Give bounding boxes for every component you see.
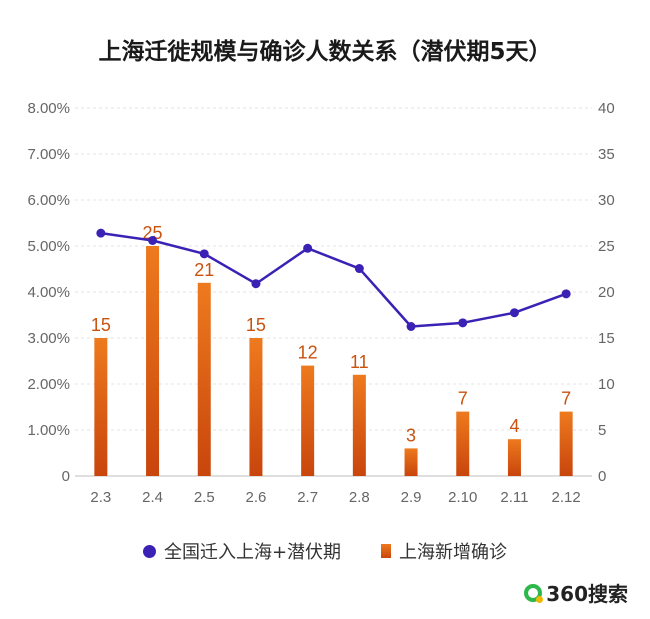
x-tick-label: 2.8	[349, 489, 370, 506]
bar	[301, 365, 315, 476]
bar	[249, 338, 263, 476]
bar	[507, 439, 521, 476]
x-tick-label: 2.4	[142, 489, 163, 506]
right-tick-label: 30	[598, 192, 615, 209]
x-tick-label: 2.12	[552, 489, 581, 506]
bar-data-label: 7	[458, 389, 468, 409]
left-tick-label: 8.00%	[27, 100, 70, 117]
left-axis: 0 1.00% 2.00% 3.00% 4.00% 5.00% 6.00% 7.00% 8.00…	[27, 100, 70, 485]
right-tick-label: 15	[598, 330, 615, 347]
bar	[94, 338, 108, 476]
line-point	[303, 243, 313, 253]
x-tick-label: 2.3	[90, 489, 111, 506]
legend-item-line: 全国迁入上海+潜伏期	[142, 538, 342, 564]
right-tick-label: 10	[598, 376, 615, 393]
bar-data-label: 12	[298, 343, 318, 363]
bar-data-label: 15	[91, 315, 111, 335]
legend-line-label: 全国迁入上海+潜伏期	[163, 542, 342, 563]
bar-data-label: 3	[406, 425, 416, 445]
line-point	[148, 235, 158, 245]
bar-series	[94, 246, 573, 476]
bar-data-label: 7	[561, 389, 571, 409]
bar-data-label: 15	[246, 315, 266, 335]
legend-line-marker	[142, 544, 156, 558]
left-tick-label: 7.00%	[27, 146, 70, 163]
bar-data-label: 21	[194, 260, 214, 280]
x-tick-label: 2.11	[500, 489, 528, 506]
x-tick-label: 2.5	[194, 489, 215, 506]
right-axis: 0 5 10 15 20 25 30 35 40	[598, 100, 615, 485]
line-path	[100, 231, 567, 328]
line-point	[458, 318, 468, 328]
line-series	[96, 228, 571, 331]
chart-title: 上海迁徙规模与确诊人数关系（潜伏期5天）	[98, 39, 552, 65]
line-point	[561, 289, 571, 299]
bar	[404, 448, 418, 476]
bar-data-label: 25	[143, 223, 163, 243]
legend-item-bar: 上海新增确诊	[381, 538, 507, 564]
x-axis: 2.3 2.4 2.5 2.6 2.7 2.8 2.9 2.10 2.11 2.12	[90, 489, 580, 506]
bar-data-label: 11	[350, 352, 369, 372]
left-tick-label: 4.00%	[27, 284, 70, 301]
bar	[559, 411, 573, 476]
line-point	[354, 264, 364, 274]
line-point	[199, 249, 209, 259]
right-tick-label: 25	[598, 238, 615, 255]
x-tick-label: 2.6	[246, 489, 267, 506]
right-tick-label: 0	[598, 468, 606, 485]
right-tick-label: 5	[598, 422, 606, 439]
grid-layer	[75, 107, 592, 477]
bar	[197, 282, 211, 476]
legend-bar-marker	[381, 544, 392, 558]
legend-bar-label: 上海新增确诊	[399, 542, 508, 563]
left-tick-label: 0	[62, 468, 70, 485]
brand-watermark: 360搜索	[524, 578, 628, 607]
left-tick-label: 1.00%	[27, 422, 70, 439]
line-point	[406, 322, 416, 331]
line-point	[509, 308, 519, 318]
left-tick-label: 6.00%	[27, 192, 70, 209]
right-tick-label: 35	[598, 146, 615, 163]
x-tick-label: 2.10	[448, 489, 477, 506]
bar	[352, 374, 366, 476]
x-tick-label: 2.9	[401, 489, 422, 506]
right-tick-label: 20	[598, 284, 615, 301]
left-tick-label: 2.00%	[27, 376, 70, 393]
right-tick-label: 40	[598, 100, 615, 117]
left-tick-label: 3.00%	[27, 330, 70, 347]
brand-name: 360搜索	[546, 582, 628, 606]
x-tick-label: 2.7	[297, 489, 318, 506]
bar-data-labels: 15 25 21 15 12 11 3 7 4 7	[91, 223, 571, 445]
left-tick-label: 5.00%	[27, 238, 70, 255]
bar	[456, 411, 470, 476]
legend: 全国迁入上海+潜伏期 上海新增确诊	[0, 538, 650, 564]
brand-logo-icon	[524, 583, 544, 603]
bar	[146, 246, 160, 476]
bar-data-label: 4	[509, 416, 519, 436]
line-point	[251, 279, 261, 289]
line-point	[96, 228, 106, 238]
